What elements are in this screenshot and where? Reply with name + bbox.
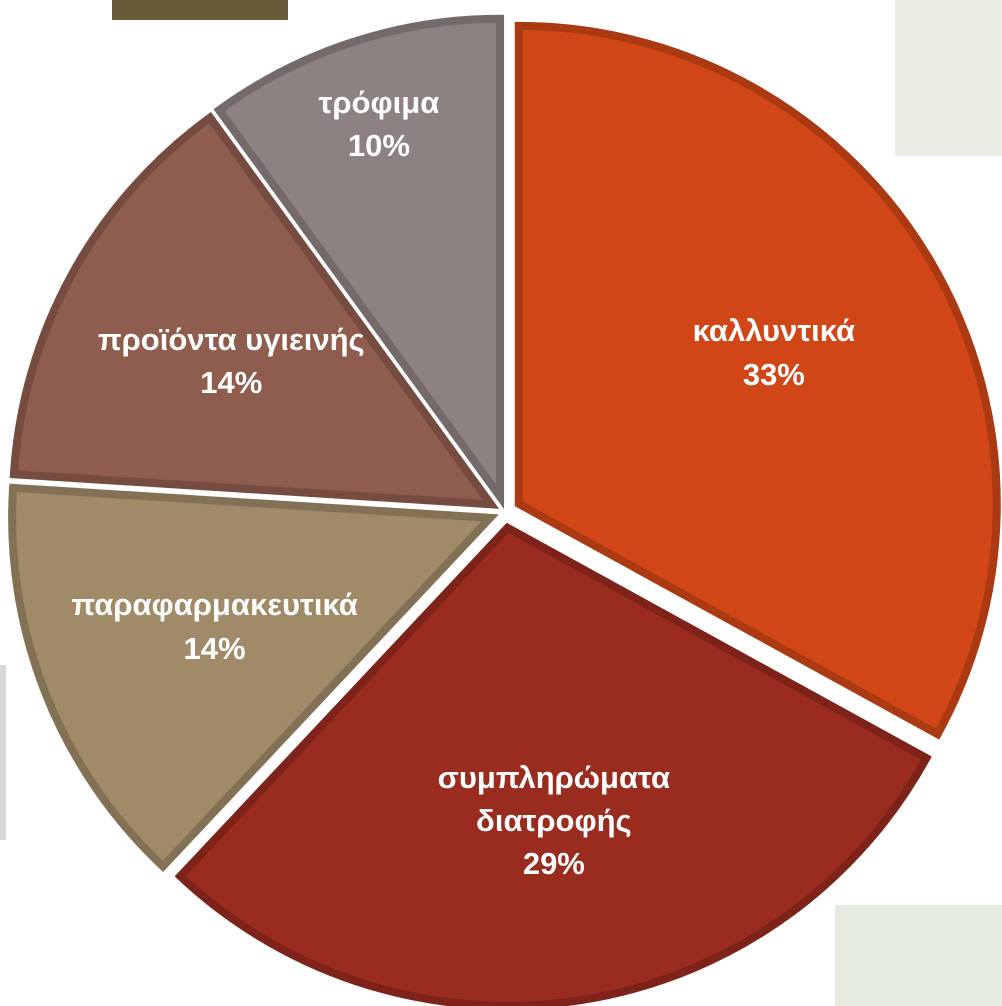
pie-slice [514,21,1001,740]
value-label: 29% [522,846,585,882]
category-label: προϊόντα υγιεινής [97,322,365,358]
category-label: τρόφιμα [318,84,440,120]
category-label: συμπληρώματα διατροφής [437,759,671,838]
category-label: παραφαρμακευτικά [71,587,358,623]
slice-label: συμπληρώματα διατροφής 29% [364,756,744,886]
pie-slice [8,483,499,872]
photo [112,0,288,20]
value-label: 10% [347,127,410,163]
photo [895,0,1002,156]
photo [0,665,6,840]
slice-label: τρόφιμα 10% [189,81,569,168]
slice-label: παραφαρμακευτικά 14% [25,583,405,670]
pie-slice [213,14,505,510]
value-label: 14% [183,630,246,666]
slice-label: καλλυντικά 33% [584,309,964,396]
pie-slice [9,111,500,509]
pie-slice [174,522,932,1006]
category-label: καλλυντικά [692,313,856,349]
slice-label: προϊόντα υγιεινής 14% [41,318,421,405]
value-label: 14% [200,365,263,401]
value-label: 33% [742,356,805,392]
photo [835,905,1002,1006]
